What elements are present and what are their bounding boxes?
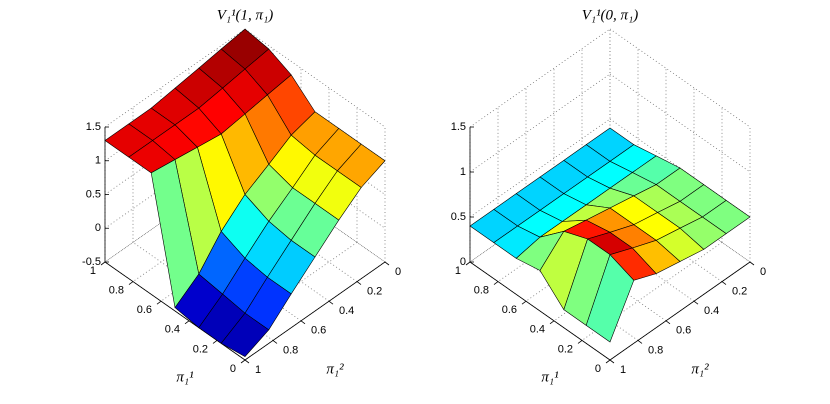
z-tick-label: 0 xyxy=(95,222,101,234)
y-tick xyxy=(749,261,755,266)
x-tick-label: 0.6 xyxy=(137,304,152,316)
x-tick xyxy=(156,300,162,305)
y-tick xyxy=(665,320,671,325)
grid-line xyxy=(609,118,751,218)
x-tick xyxy=(549,320,555,325)
z-tick-label: 0.5 xyxy=(86,188,101,200)
y-tick xyxy=(272,340,278,344)
grid-line xyxy=(581,183,723,282)
y-tick-label: 1 xyxy=(620,364,626,376)
y-tick xyxy=(637,340,643,344)
surface-face xyxy=(220,312,270,358)
x-tick-label: 0.4 xyxy=(530,324,545,336)
axis-line xyxy=(609,261,751,361)
chart-title: V₁¹(0, π₁) xyxy=(582,7,639,23)
y-tick xyxy=(721,281,727,285)
chart-title: V₁¹(1, π₁) xyxy=(217,7,274,23)
grid-line xyxy=(216,183,358,282)
x-tick xyxy=(465,261,471,266)
x-tick-label: 0.2 xyxy=(558,343,573,355)
y-tick xyxy=(300,320,306,325)
grid-line xyxy=(244,28,386,128)
x-tick xyxy=(521,300,527,305)
x-tick xyxy=(212,340,218,344)
grid-line xyxy=(609,163,751,263)
grid-line xyxy=(104,163,246,263)
x-tick-label: 0.8 xyxy=(474,285,489,297)
x-tick-label: 1 xyxy=(90,265,96,277)
x-tick xyxy=(100,261,106,266)
y-tick xyxy=(356,281,362,285)
x-tick xyxy=(493,281,499,285)
z-tick-label: 1.5 xyxy=(86,121,101,133)
y-tick-label: 0.8 xyxy=(283,344,298,356)
grid-line xyxy=(188,202,330,302)
x-tick xyxy=(128,281,134,285)
z-tick-label: 1.5 xyxy=(451,121,466,133)
grid-line xyxy=(553,202,695,302)
x-axis-label: π₁¹ xyxy=(541,369,559,385)
y-tick xyxy=(328,300,334,305)
grid-line xyxy=(469,28,611,128)
y-tick-label: 0.6 xyxy=(311,325,326,337)
axis-line xyxy=(469,261,611,361)
x-tick xyxy=(240,359,246,364)
x-tick xyxy=(184,320,190,325)
grid-line xyxy=(216,242,358,341)
grid-line xyxy=(525,222,667,322)
y-tick-label: 0.8 xyxy=(648,344,663,356)
x-tick-label: 0 xyxy=(595,363,601,375)
grid-line xyxy=(104,28,246,128)
y-axis-label: π₁² xyxy=(691,361,709,377)
axis-line xyxy=(244,261,386,361)
x-tick-label: 0.4 xyxy=(165,324,180,336)
grid-line xyxy=(244,163,386,263)
x-tick-label: 0.2 xyxy=(193,343,208,355)
x-tick-label: 0.6 xyxy=(502,304,517,316)
z-tick-label: 1 xyxy=(460,166,466,178)
grid-line xyxy=(104,129,246,229)
y-tick-label: 0.6 xyxy=(676,325,691,337)
x-axis-label: π₁¹ xyxy=(176,369,194,385)
x-tick xyxy=(605,359,611,364)
y-axis-label: π₁² xyxy=(326,361,344,377)
x-tick-label: 0 xyxy=(230,363,236,375)
grid-line xyxy=(581,242,723,341)
y-tick xyxy=(384,261,390,266)
z-tick-label: 1 xyxy=(95,155,101,167)
z-tick-label: 0.5 xyxy=(451,211,466,223)
x-tick-label: 1 xyxy=(455,265,461,277)
x-tick xyxy=(577,340,583,344)
grid-line xyxy=(469,118,611,218)
grid-line xyxy=(469,163,611,263)
z-tick-label: -0.5 xyxy=(82,256,101,268)
surface-face xyxy=(585,254,635,343)
y-tick xyxy=(693,300,699,305)
y-tick-label: 1 xyxy=(255,364,261,376)
z-tick-label: 0 xyxy=(460,256,466,268)
y-tick-label: 0.4 xyxy=(704,305,719,317)
y-tick-label: 0.4 xyxy=(339,305,354,317)
y-tick-label: 0.2 xyxy=(367,286,382,298)
y-tick-label: 0 xyxy=(760,266,766,278)
x-tick-label: 0.8 xyxy=(109,285,124,297)
y-tick xyxy=(244,359,250,364)
grid-line xyxy=(609,28,751,128)
y-tick-label: 0 xyxy=(395,266,401,278)
grid-line xyxy=(609,73,751,173)
grid-line xyxy=(104,96,246,195)
grid-line xyxy=(469,73,611,173)
y-tick xyxy=(609,359,615,364)
y-tick-label: 0.2 xyxy=(732,286,747,298)
